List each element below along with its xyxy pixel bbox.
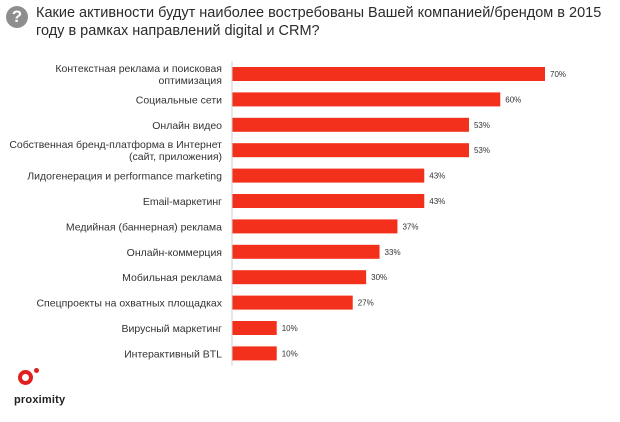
bar (232, 92, 501, 107)
category-label-line: оптимизация (158, 75, 222, 87)
bar (232, 270, 367, 285)
bar-value-label: 70% (550, 70, 566, 79)
bar (232, 244, 380, 259)
bar-value-label: 33% (385, 248, 401, 257)
bar-value-label: 43% (429, 172, 445, 181)
bar-value-label: 60% (505, 95, 521, 104)
bar (232, 168, 425, 183)
category-label-line: Контекстная реклама и поисковая (55, 63, 222, 75)
proximity-logo: proximity (14, 368, 74, 412)
category-label: Контекстная реклама и поисковая оптимизац… (55, 63, 222, 87)
bar-value-label: 10% (282, 349, 298, 358)
category-label: Медийная (баннерная) реклама (66, 221, 222, 233)
category-label: Социальные сети (136, 94, 222, 106)
bar (232, 117, 469, 132)
bar (232, 67, 545, 81)
category-label-line: Медийная (баннерная) реклама (66, 221, 222, 233)
category-label-line: Лидогенерация и performance marketing (27, 171, 222, 183)
category-label-line: Вирусный маркетинг (121, 323, 222, 335)
category-label: Лидогенерация и performance marketing (27, 171, 222, 183)
category-label: Интерактивный BTL (124, 348, 222, 360)
category-label-line: Мобильная реклама (122, 272, 222, 284)
bar (232, 321, 277, 335)
category-label-line: Собственная бренд-платформа в Интернет (9, 139, 222, 151)
bar-value-label: 27% (358, 299, 374, 308)
bar-value-label: 53% (474, 121, 490, 130)
bar (232, 346, 277, 361)
bar-value-label: 30% (371, 273, 387, 282)
category-label: Онлайн-коммерция (127, 247, 222, 259)
bar-value-label: 43% (429, 197, 445, 206)
category-label-line: Email-маркетинг (143, 196, 222, 208)
category-label-line: (сайт, приложения) (129, 151, 222, 163)
question-mark-icon: ? (6, 6, 28, 28)
category-label-line: Социальные сети (136, 94, 222, 106)
category-label-line: Онлайн видео (152, 120, 222, 132)
category-label: Вирусный маркетинг (121, 323, 222, 335)
logo-ring-icon (18, 370, 33, 385)
category-label: Спецпроекты на охватных площадках (36, 298, 222, 310)
category-label: Мобильная реклама (122, 272, 222, 284)
bar (232, 143, 469, 158)
bar (232, 219, 398, 234)
bar (232, 194, 425, 208)
logo-text: proximity (14, 394, 66, 406)
category-label: Собственная бренд-платформа в Интернет (с… (9, 139, 222, 163)
category-label-line: Спецпроекты на охватных площадках (36, 298, 222, 310)
category-label: Email-маркетинг (143, 196, 222, 208)
bar (232, 295, 353, 310)
logo-dot-icon (34, 368, 39, 373)
bar-value-label: 53% (474, 146, 490, 155)
chart-title: Какие активности будут наиболее востребо… (36, 5, 602, 39)
bar-value-label: 10% (282, 324, 298, 333)
category-label: Онлайн видео (152, 120, 222, 132)
bar-value-label: 37% (402, 222, 418, 231)
category-label-line: Онлайн-коммерция (127, 247, 222, 259)
category-label-line: Интерактивный BTL (124, 348, 222, 360)
